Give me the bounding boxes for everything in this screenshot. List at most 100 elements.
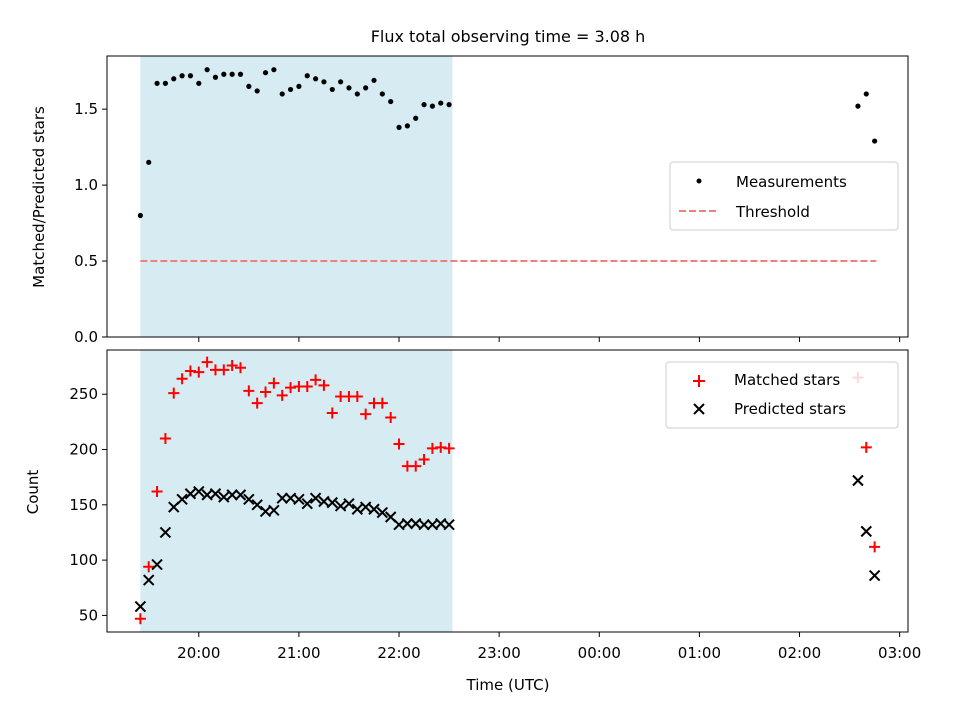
matched-star-point [376,397,388,409]
predicted-star-point [359,501,372,513]
top-y-axis-label: Matched/Predicted stars [30,106,48,288]
y-tick-label: 100 [69,551,98,569]
top-legend-frame [669,161,899,231]
predicted-star-point [209,488,222,500]
measurement-point [196,80,202,86]
measurement-point [346,85,352,91]
x-tick-label: 22:00 [377,644,420,662]
matched-star-point [443,442,455,454]
measurement-point [137,212,143,219]
matched-star-point [326,407,338,419]
predicted-star-point [134,600,147,613]
predicted-star-point [193,485,205,498]
measurement-point [312,76,319,82]
matched-star-point [276,389,288,401]
measurement-point [229,71,235,77]
matched-star-point [176,373,188,385]
measurement-point [221,71,227,77]
legend-threshold-label: Threshold [735,203,810,221]
predicted-star-point [268,504,280,517]
x-tick-label: 00:00 [578,644,621,662]
x-axis-label: Time (UTC) [466,676,550,694]
predicted-star-point [234,489,247,501]
measurement-points [137,67,878,219]
predicted-star-point [860,525,872,538]
matched-star-point [193,366,205,378]
legend-predicted-marker [693,403,705,415]
measurement-point [162,80,169,86]
legend-predicted-label: Predicted stars [734,400,846,418]
measurement-point [371,77,377,83]
top-panel: 0.0 0.5 1.0 1.5 Matched/Predicted stars Mea… [30,55,909,346]
matched-star-point [869,541,881,553]
matched-star-point [201,356,213,368]
predicted-star-point [151,558,163,571]
measurement-point [363,85,369,91]
bottom-y-axis-label: Count [24,470,42,515]
matched-star-point [310,374,322,386]
predicted-star-point [293,493,305,506]
predicted-star-point [868,569,881,582]
measurement-point [413,115,419,121]
matched-star-point [218,364,230,376]
predicted-star-point [326,496,338,509]
measurement-point [872,138,878,144]
predicted-star-point [218,491,230,503]
matched-star-point [134,613,146,625]
matched-star-point [385,411,397,423]
matched-star-point [251,397,263,409]
measurement-point [271,67,277,73]
measurement-point [863,91,869,97]
predicted-star-point [309,492,322,504]
predicted-star-point [176,493,188,506]
legend-matched-marker [693,375,705,387]
y-tick-label: 200 [69,441,98,459]
measurement-point [204,67,210,73]
matched-star-point [260,386,272,398]
x-tick-label: 20:00 [177,644,220,662]
y-tick-label: 50 [79,606,98,624]
measurement-point [254,88,260,94]
predicted-star-point [226,489,238,501]
top-x-ticks [198,337,901,342]
matched-star-point [143,561,155,573]
bottom-panel: 50 100 150 200 250 20:00 21:00 22:00 23:00 00:00… [24,349,921,694]
predicted-star-point [159,526,172,539]
measurement-point [237,71,244,77]
bottom-y-ticks: 50 100 150 200 250 [69,385,107,624]
matched-star-point [151,486,163,498]
matched-star-point [184,365,196,377]
y-tick-label: 1.5 [74,100,98,118]
measurement-point [287,86,294,93]
x-tick-label: 03:00 [878,644,921,662]
measurement-point [329,86,335,93]
measurement-point [379,91,385,97]
bottom-legend-frame [665,361,899,429]
x-tick-label: 02:00 [778,644,821,662]
measurement-point [446,102,452,108]
top-legend: Measurements Threshold [669,161,899,231]
bottom-axes-frame [106,349,909,633]
matched-star-point [360,408,372,420]
predicted-star-point [368,503,380,515]
measurement-point [212,74,219,80]
predicted-star-point [184,488,197,500]
predicted-star-point [276,492,288,504]
legend-measurements-marker [696,178,702,184]
measurement-point [154,80,160,86]
y-tick-label: 250 [69,385,98,403]
matched-star-point [159,432,171,444]
matched-star-point [268,377,280,389]
matched-star-point [418,453,430,465]
matched-star-point [285,382,297,394]
legend-measurements-label: Measurements [736,173,847,191]
measurement-point [321,79,327,85]
y-tick-label: 1.0 [74,176,98,194]
measurement-point [429,103,436,109]
matched-star-point [318,379,330,391]
measurement-point [187,73,194,79]
matched-star-point [426,442,438,454]
measurement-point [438,100,444,106]
predicted-star-point [301,498,313,510]
